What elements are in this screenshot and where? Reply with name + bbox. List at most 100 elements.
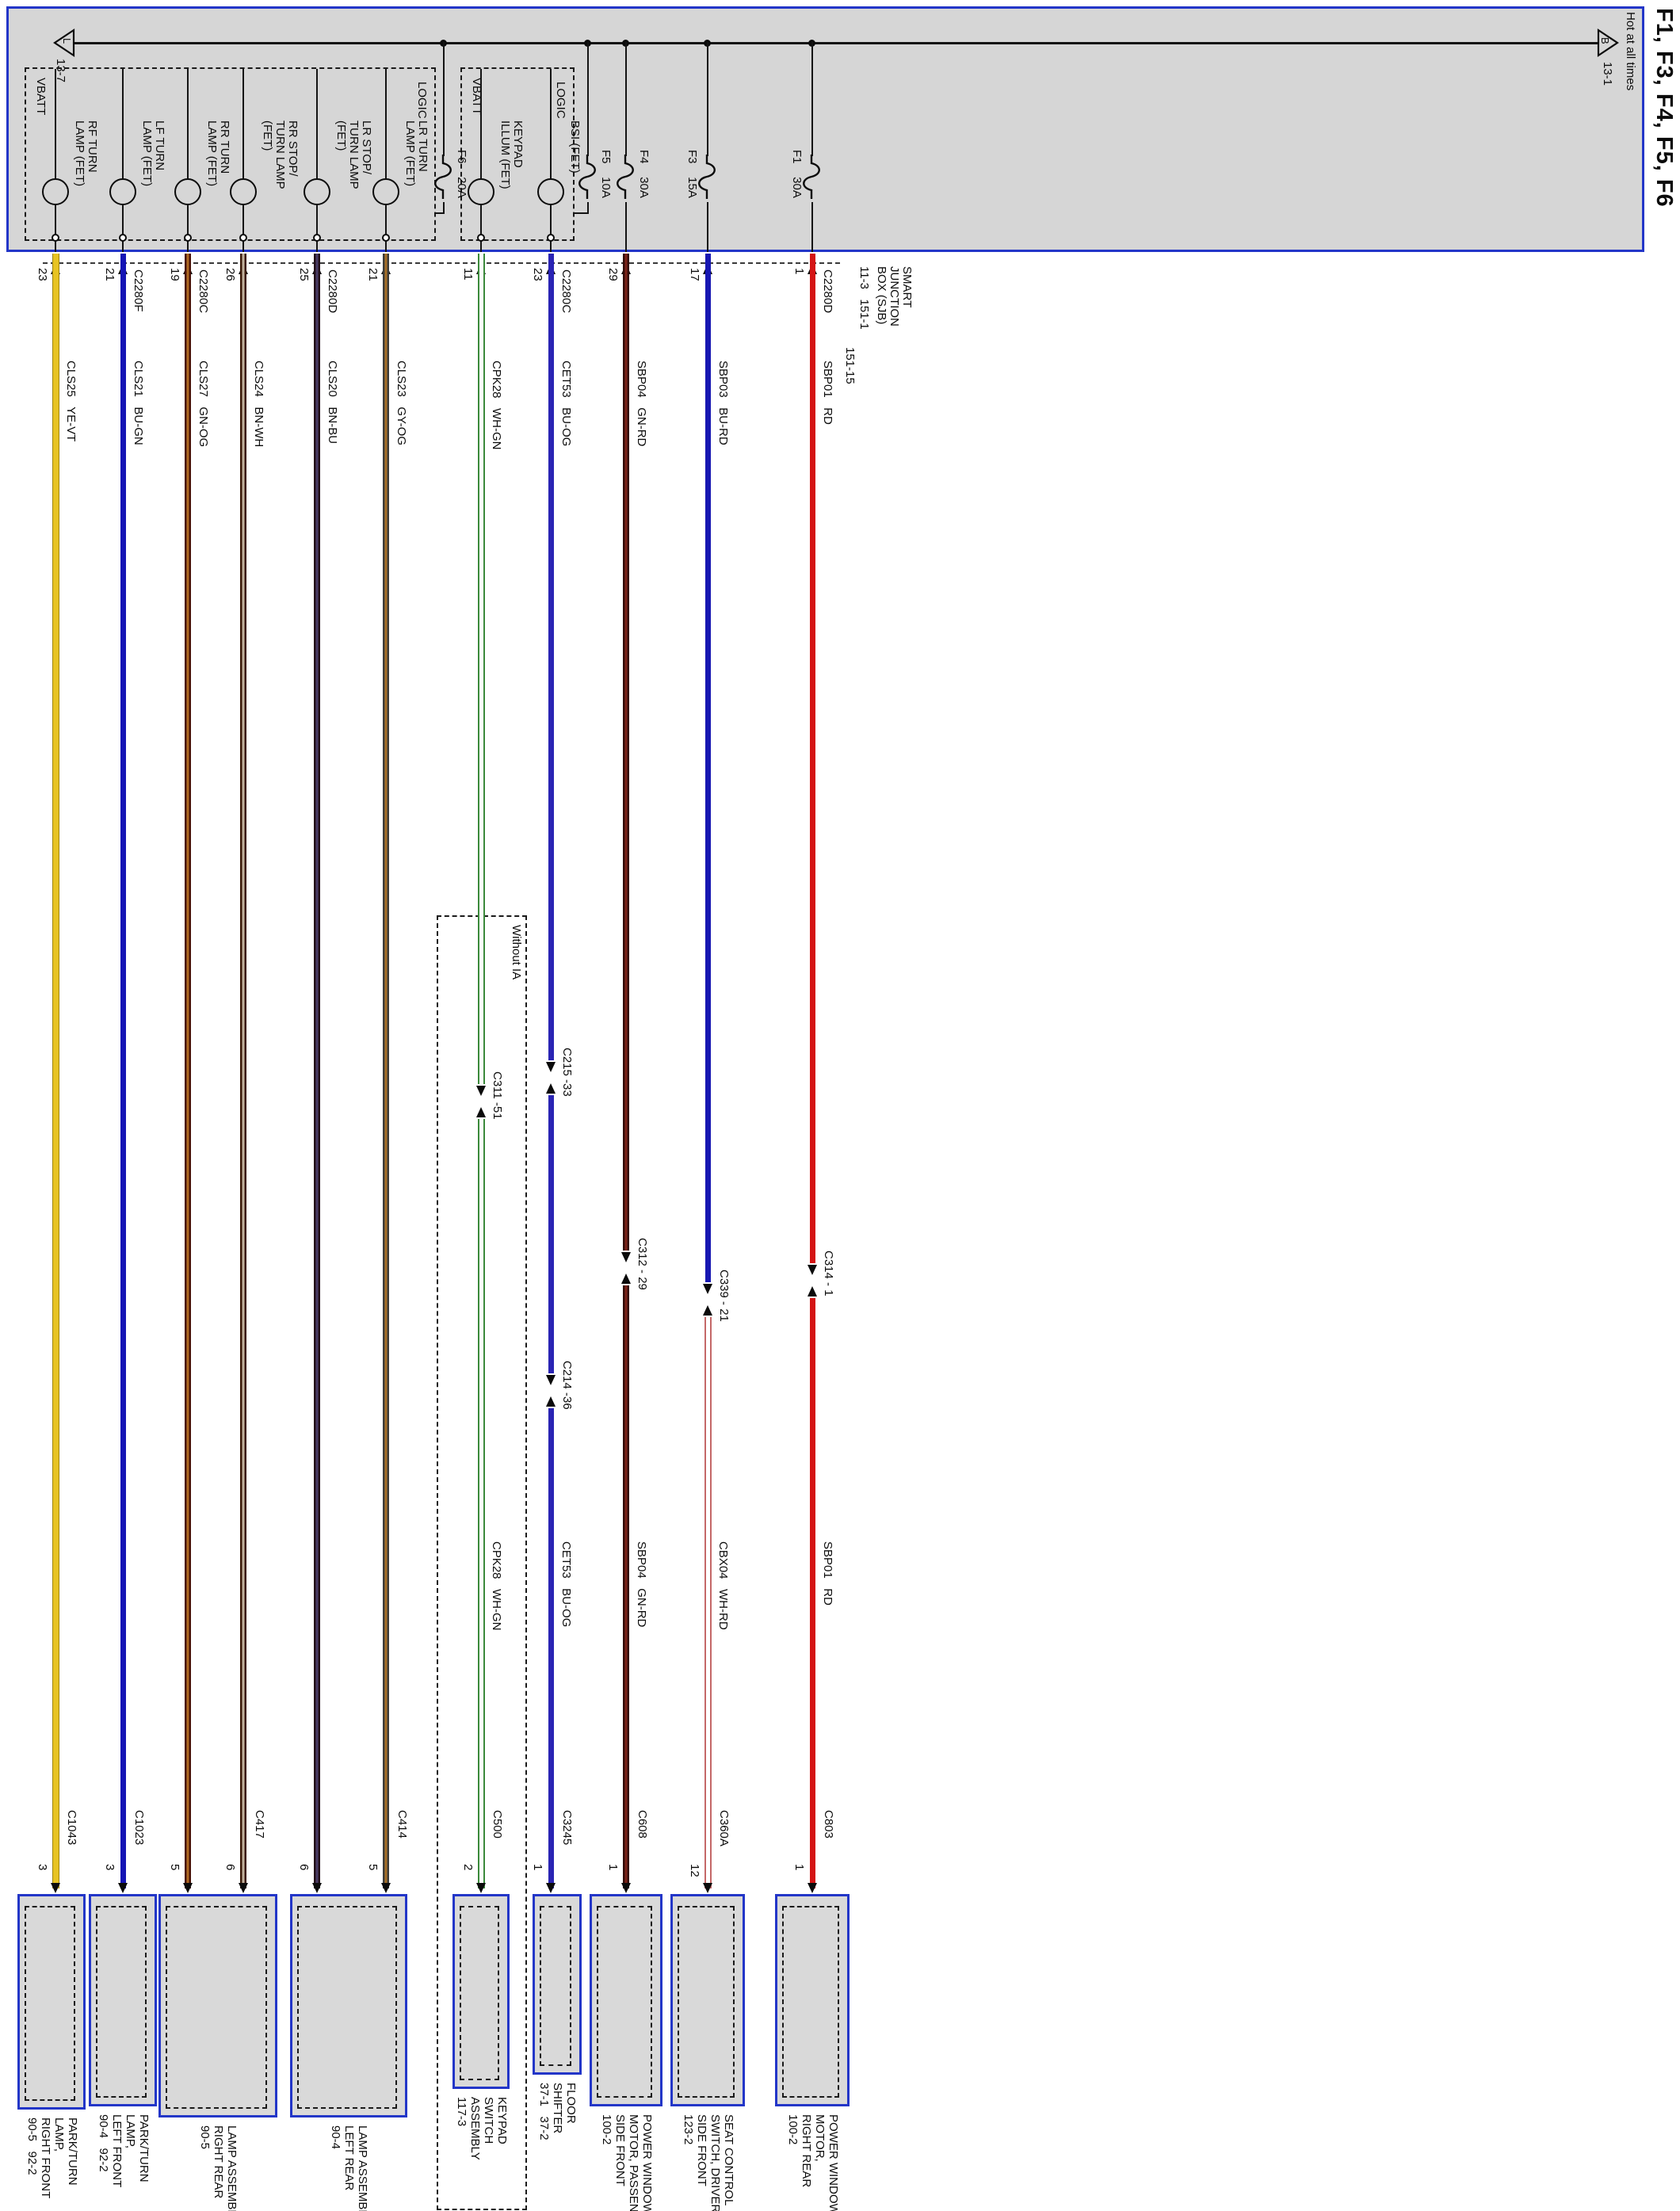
fet-out-line: [122, 204, 124, 252]
fet-label-line: RR TURN: [218, 120, 231, 174]
component-label-line: FLOOR: [564, 2083, 578, 2124]
component-label-line: PARK/TURN: [137, 2114, 151, 2182]
sjb-name-line: SMART: [900, 266, 914, 308]
inline-connector-label: C312 - 29: [636, 1238, 649, 1290]
component-label-line: RIGHT REAR: [212, 2125, 225, 2199]
wire-cpk28: [478, 1119, 485, 1888]
component-label-line: SIDE FRONT: [613, 2114, 627, 2186]
fet-driver-icon: [537, 178, 564, 205]
wire-cet53: [548, 1408, 554, 1888]
sjb-pin-number: 21: [103, 268, 116, 281]
fet-out-line: [242, 204, 244, 252]
fet-label-line: TURN LAMP: [347, 120, 361, 189]
fet-in-line: [480, 69, 482, 178]
fet-out-line: [480, 204, 482, 252]
wire-label: SBP03 BU-RD: [716, 361, 730, 445]
fet-in-line: [122, 69, 124, 178]
wire-sbp04: [623, 1285, 629, 1888]
wire-label: SBP01 RD: [821, 1541, 834, 1606]
wire-label: CBX04 WH-RD: [716, 1541, 730, 1630]
component-entry-arrow-icon: [312, 1883, 322, 1893]
inline-connector-label: C311 -51: [491, 1071, 504, 1120]
fet-terminal-icon: [313, 234, 321, 242]
component-label-line: LEFT FRONT: [110, 2114, 124, 2188]
component-label-line: SWITCH: [482, 2097, 495, 2144]
fet-label-line: KEYPAD: [511, 120, 525, 168]
component-connector-label: C803: [822, 1810, 835, 1839]
fet-out-line: [316, 204, 318, 252]
inline-connector-arrow-icon: [476, 1086, 486, 1096]
component-entry-arrow-icon: [183, 1883, 193, 1893]
sjb-connector-label: C2280C: [559, 269, 573, 314]
component-label-line: POWER WINDOW: [640, 2114, 654, 2211]
wire-cls23: [383, 254, 389, 1888]
fet-label-line: (FET): [261, 120, 274, 151]
component-entry-arrow-icon: [51, 1883, 60, 1893]
sjb-pin-number: 21: [366, 268, 380, 281]
fet-label-line: LR STOP/: [360, 120, 373, 175]
inline-connector-arrow-icon: [808, 1265, 817, 1275]
component-entry-arrow-icon: [476, 1883, 486, 1893]
logic-label: LOGIC: [554, 82, 567, 119]
power-bus: [74, 42, 1598, 44]
fuse-feed-line: [625, 42, 627, 156]
wire-label: CLS20 BN-BU: [326, 361, 339, 445]
off-page-connector-b-letter: B: [1599, 37, 1611, 44]
fet-driver-icon: [42, 178, 69, 205]
sjb-name-line: BOX (SJB): [875, 266, 888, 325]
component-pin-number: 1: [606, 1864, 620, 1871]
fuse-icon: [430, 155, 454, 204]
component-connector-label: C414: [395, 1810, 409, 1839]
component-pin-number: 5: [168, 1864, 181, 1871]
sjb-pin-number: 25: [297, 268, 311, 281]
component-connector-label: C500: [491, 1810, 504, 1839]
inline-connector-arrow-icon: [703, 1305, 712, 1316]
component-inner-dashed: [166, 1906, 267, 2109]
fuse-out-line: [707, 202, 708, 252]
component-label-line: SWITCH, DRIVER: [708, 2114, 722, 2211]
without-ia-label: Without IA: [510, 925, 523, 980]
wire-sbp01: [810, 254, 815, 1263]
fet-label-line: LAMP (FET): [73, 120, 86, 187]
component-pin-number: 3: [36, 1864, 49, 1871]
wire-label: CLS24 BN-WH: [252, 361, 265, 448]
sjb-page-refs: 11-3 151-1: [857, 266, 871, 330]
wire-sbp03: [705, 254, 711, 1282]
inline-connector-arrow-icon: [546, 1083, 556, 1094]
component-label-line: LAMP ASSEMBLY,: [225, 2125, 239, 2211]
fet-in-line: [385, 69, 387, 178]
component-label-line: MOTOR, PASSENGER: [627, 2114, 640, 2211]
component-label-line: 90-5 92-2: [25, 2117, 39, 2175]
component-label-line: LAMP,: [52, 2117, 66, 2152]
wire-label: CET53 BU-OG: [559, 1541, 573, 1628]
fet-label-line: LAMP (FET): [205, 120, 219, 187]
sjb-pin-number: 17: [688, 268, 701, 281]
wire-sbp04: [623, 254, 629, 1251]
fuse-label: F1 30A: [790, 150, 804, 198]
off-page-connector-b-icon: [1592, 28, 1620, 58]
sjb-pin-number: 23: [36, 268, 49, 281]
component-label-line: 100-2: [600, 2114, 613, 2145]
sjb-pin-number: 26: [223, 268, 237, 281]
component-pin-number: 12: [688, 1864, 701, 1877]
sjb-pin-number: 11: [461, 268, 475, 281]
wire-label: CET53 BU-OG: [559, 361, 573, 447]
fet-label-line: TURN LAMP: [273, 120, 287, 189]
component-pin-number: 1: [792, 1864, 806, 1871]
hot-at-all-times-label: Hot at all times: [1624, 12, 1637, 91]
sjb-connector-face-line: [43, 262, 840, 264]
fet-label-line: RF TURN: [86, 120, 99, 173]
fuse-drop-line: [434, 212, 444, 214]
component-entry-arrow-icon: [239, 1883, 248, 1893]
fuse-out-line: [811, 202, 813, 252]
fuse-feed-line: [707, 42, 708, 156]
inline-connector-label: C214 -36: [560, 1361, 574, 1410]
logic-label: LOGIC: [415, 82, 429, 119]
fet-in-line: [316, 69, 318, 178]
inline-connector-label: C314 - 1: [822, 1251, 835, 1296]
component-label-line: 117-3: [455, 2097, 468, 2127]
fet-label-line: LAMP (FET): [403, 120, 417, 187]
wire-cbx04: [704, 1317, 712, 1888]
off-page-connector-l-icon: [48, 28, 76, 58]
